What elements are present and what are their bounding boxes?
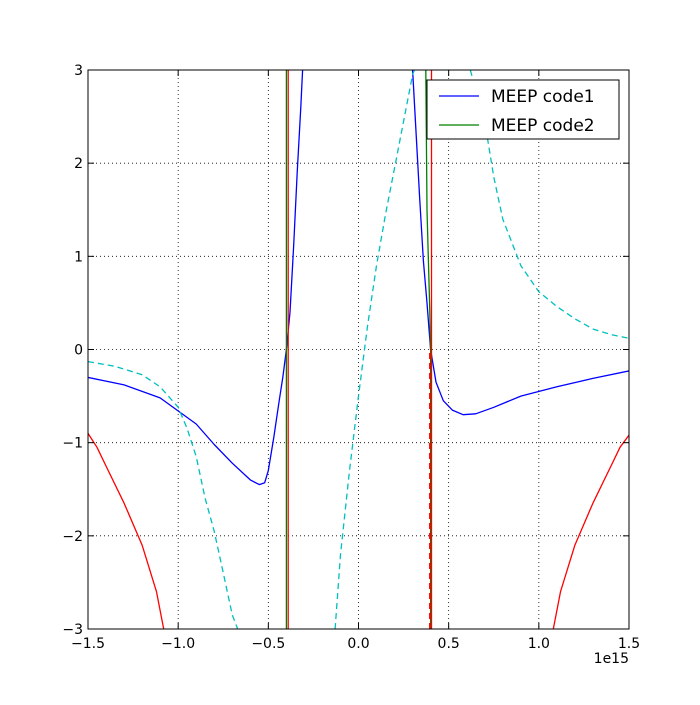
x-tick-label: −1.5 bbox=[71, 636, 105, 652]
legend-label: MEEP code1 bbox=[491, 87, 595, 107]
x-tick-label: 0.0 bbox=[347, 636, 369, 652]
series-line bbox=[334, 70, 416, 629]
series-line bbox=[88, 433, 165, 629]
legend-label: MEEP code2 bbox=[491, 116, 595, 136]
series-line bbox=[411, 70, 629, 416]
legend: MEEP code1 MEEP code2 bbox=[426, 79, 620, 140]
series-group bbox=[88, 70, 629, 629]
plot-area-background bbox=[88, 70, 629, 629]
x-tick-label: 1.5 bbox=[618, 636, 640, 652]
series-1 bbox=[88, 70, 629, 486]
series-line bbox=[88, 70, 304, 486]
x-tick-label: 0.5 bbox=[438, 636, 460, 652]
x-tick-label: 1.0 bbox=[528, 636, 550, 652]
axis-ticks: −1.5 −1.0 −0.5 0.0 0.5 1.0 1.5 −3 −2 −1 0 1 2 3 bbox=[62, 63, 640, 652]
series-line bbox=[552, 434, 629, 629]
x-offset-label: 1e15 bbox=[594, 651, 629, 667]
y-tick-label: 1 bbox=[74, 249, 83, 265]
y-tick-label: 2 bbox=[74, 156, 83, 172]
y-tick-label: 3 bbox=[74, 63, 83, 79]
series-line bbox=[425, 70, 432, 350]
y-tick-label: 0 bbox=[74, 343, 83, 359]
series-line bbox=[88, 360, 239, 629]
series-line bbox=[469, 70, 629, 339]
y-tick-label: −1 bbox=[62, 436, 83, 452]
series-2 bbox=[285, 70, 432, 629]
y-tick-label: −2 bbox=[62, 529, 83, 545]
x-tick-label: −0.5 bbox=[251, 636, 285, 652]
series-3 bbox=[88, 70, 629, 629]
series-4 bbox=[88, 70, 629, 629]
y-tick-label: −3 bbox=[62, 622, 83, 638]
x-tick-label: −1.0 bbox=[161, 636, 195, 652]
legend-box bbox=[426, 79, 620, 140]
